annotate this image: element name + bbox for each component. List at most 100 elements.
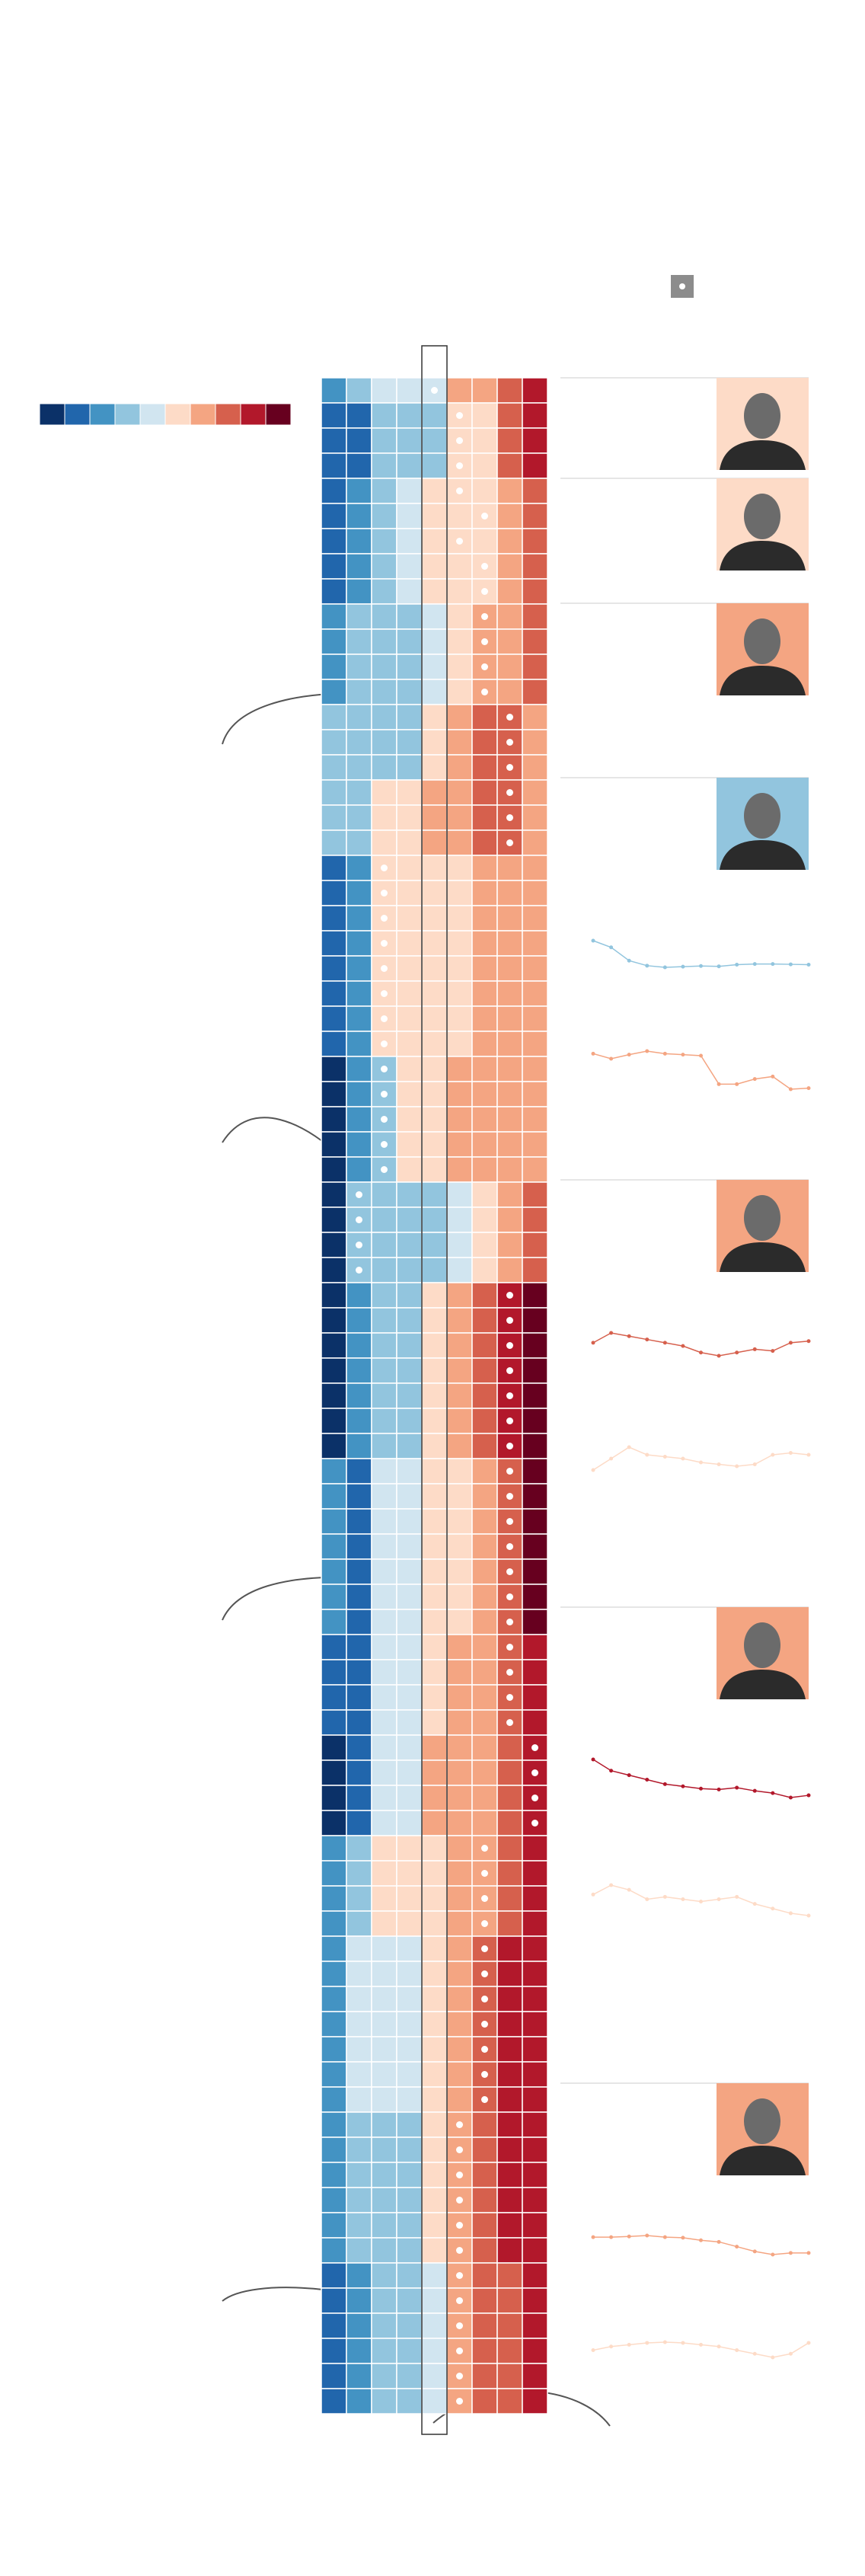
cell (346, 578, 372, 605)
cell (346, 402, 372, 429)
cell (446, 1031, 473, 1057)
cell (396, 1483, 423, 1510)
cell (371, 729, 397, 756)
cell (496, 905, 523, 932)
cell (421, 1131, 448, 1158)
cell (371, 1307, 397, 1334)
cell (446, 1357, 473, 1384)
cell (321, 1810, 347, 1836)
sparkline-point (717, 2239, 721, 2244)
cell (346, 930, 372, 957)
cell (396, 2011, 423, 2037)
cell (446, 1558, 473, 1585)
cell (396, 427, 423, 454)
cell (396, 1584, 423, 1610)
cell (421, 2137, 448, 2163)
cell (371, 779, 397, 806)
cell (371, 1684, 397, 1711)
cell (346, 628, 372, 655)
cell (471, 1810, 498, 1836)
cell (446, 1759, 473, 1786)
marker-dot (481, 1870, 488, 1877)
portrait-body (720, 1242, 806, 1272)
cell (371, 628, 397, 655)
cell (371, 1659, 397, 1686)
sparkline-point (771, 1906, 775, 1911)
cell (496, 1835, 523, 1862)
sparkline-point (806, 1339, 811, 1344)
cell (321, 1609, 347, 1635)
cell (321, 2011, 347, 2037)
cell (321, 1961, 347, 1987)
cell (421, 478, 448, 504)
cell (496, 1357, 523, 1384)
cell (496, 679, 523, 705)
cell (496, 2137, 523, 2163)
cell (346, 779, 372, 806)
cell (471, 478, 498, 504)
cell (522, 2287, 548, 2314)
portrait-head (744, 793, 780, 839)
cell (471, 2388, 498, 2415)
marker-dot (381, 990, 388, 997)
cell (496, 1156, 523, 1183)
cell (446, 603, 473, 630)
cell (346, 654, 372, 680)
cell (321, 654, 347, 680)
cell (346, 1785, 372, 1811)
cell (346, 1835, 372, 1862)
cell (396, 1156, 423, 1183)
cell (522, 829, 548, 856)
cell (346, 1131, 372, 1158)
cell (321, 829, 347, 856)
cell (471, 2262, 498, 2289)
cell (346, 1734, 372, 1761)
cell (421, 2312, 448, 2339)
cell (396, 2312, 423, 2339)
legend-swatch (240, 403, 267, 426)
sparkline-point (609, 2235, 614, 2239)
cell (321, 2262, 347, 2289)
cell (471, 704, 498, 730)
cell (522, 1282, 548, 1309)
sparkline-point (645, 1049, 650, 1053)
cell (522, 1433, 548, 1459)
cell (371, 804, 397, 831)
cell (471, 2363, 498, 2389)
cell (321, 1684, 347, 1711)
cell (421, 1860, 448, 1887)
cell (321, 603, 347, 630)
sparkline-point (681, 964, 685, 969)
cell (522, 2312, 548, 2339)
marker-dot (531, 1769, 538, 1776)
cell (471, 1584, 498, 1610)
legend-swatch (190, 403, 216, 426)
cell (496, 2262, 523, 2289)
cell (396, 905, 423, 932)
cell (396, 855, 423, 881)
cell (321, 1433, 347, 1459)
cell (421, 1533, 448, 1560)
sparkline-point (806, 2251, 811, 2255)
sparkline-point (627, 1053, 631, 1057)
cell (346, 1659, 372, 1686)
cell (471, 2287, 498, 2314)
cell (346, 603, 372, 630)
cell (522, 2338, 548, 2364)
cell (421, 2036, 448, 2063)
sparkline-point (627, 958, 631, 963)
cell (321, 1558, 347, 1585)
marker-dot (381, 940, 388, 947)
sparkline-point (735, 2245, 739, 2249)
sparkline-point (662, 965, 667, 970)
cell (421, 1659, 448, 1686)
cell (471, 1081, 498, 1107)
cell (446, 553, 473, 580)
cell (371, 1961, 397, 1987)
cell (396, 1986, 423, 2012)
cell (522, 1156, 548, 1183)
sparkline-point (717, 2344, 721, 2349)
cell (346, 855, 372, 881)
cell (496, 2086, 523, 2113)
portrait-head (744, 1622, 780, 1668)
